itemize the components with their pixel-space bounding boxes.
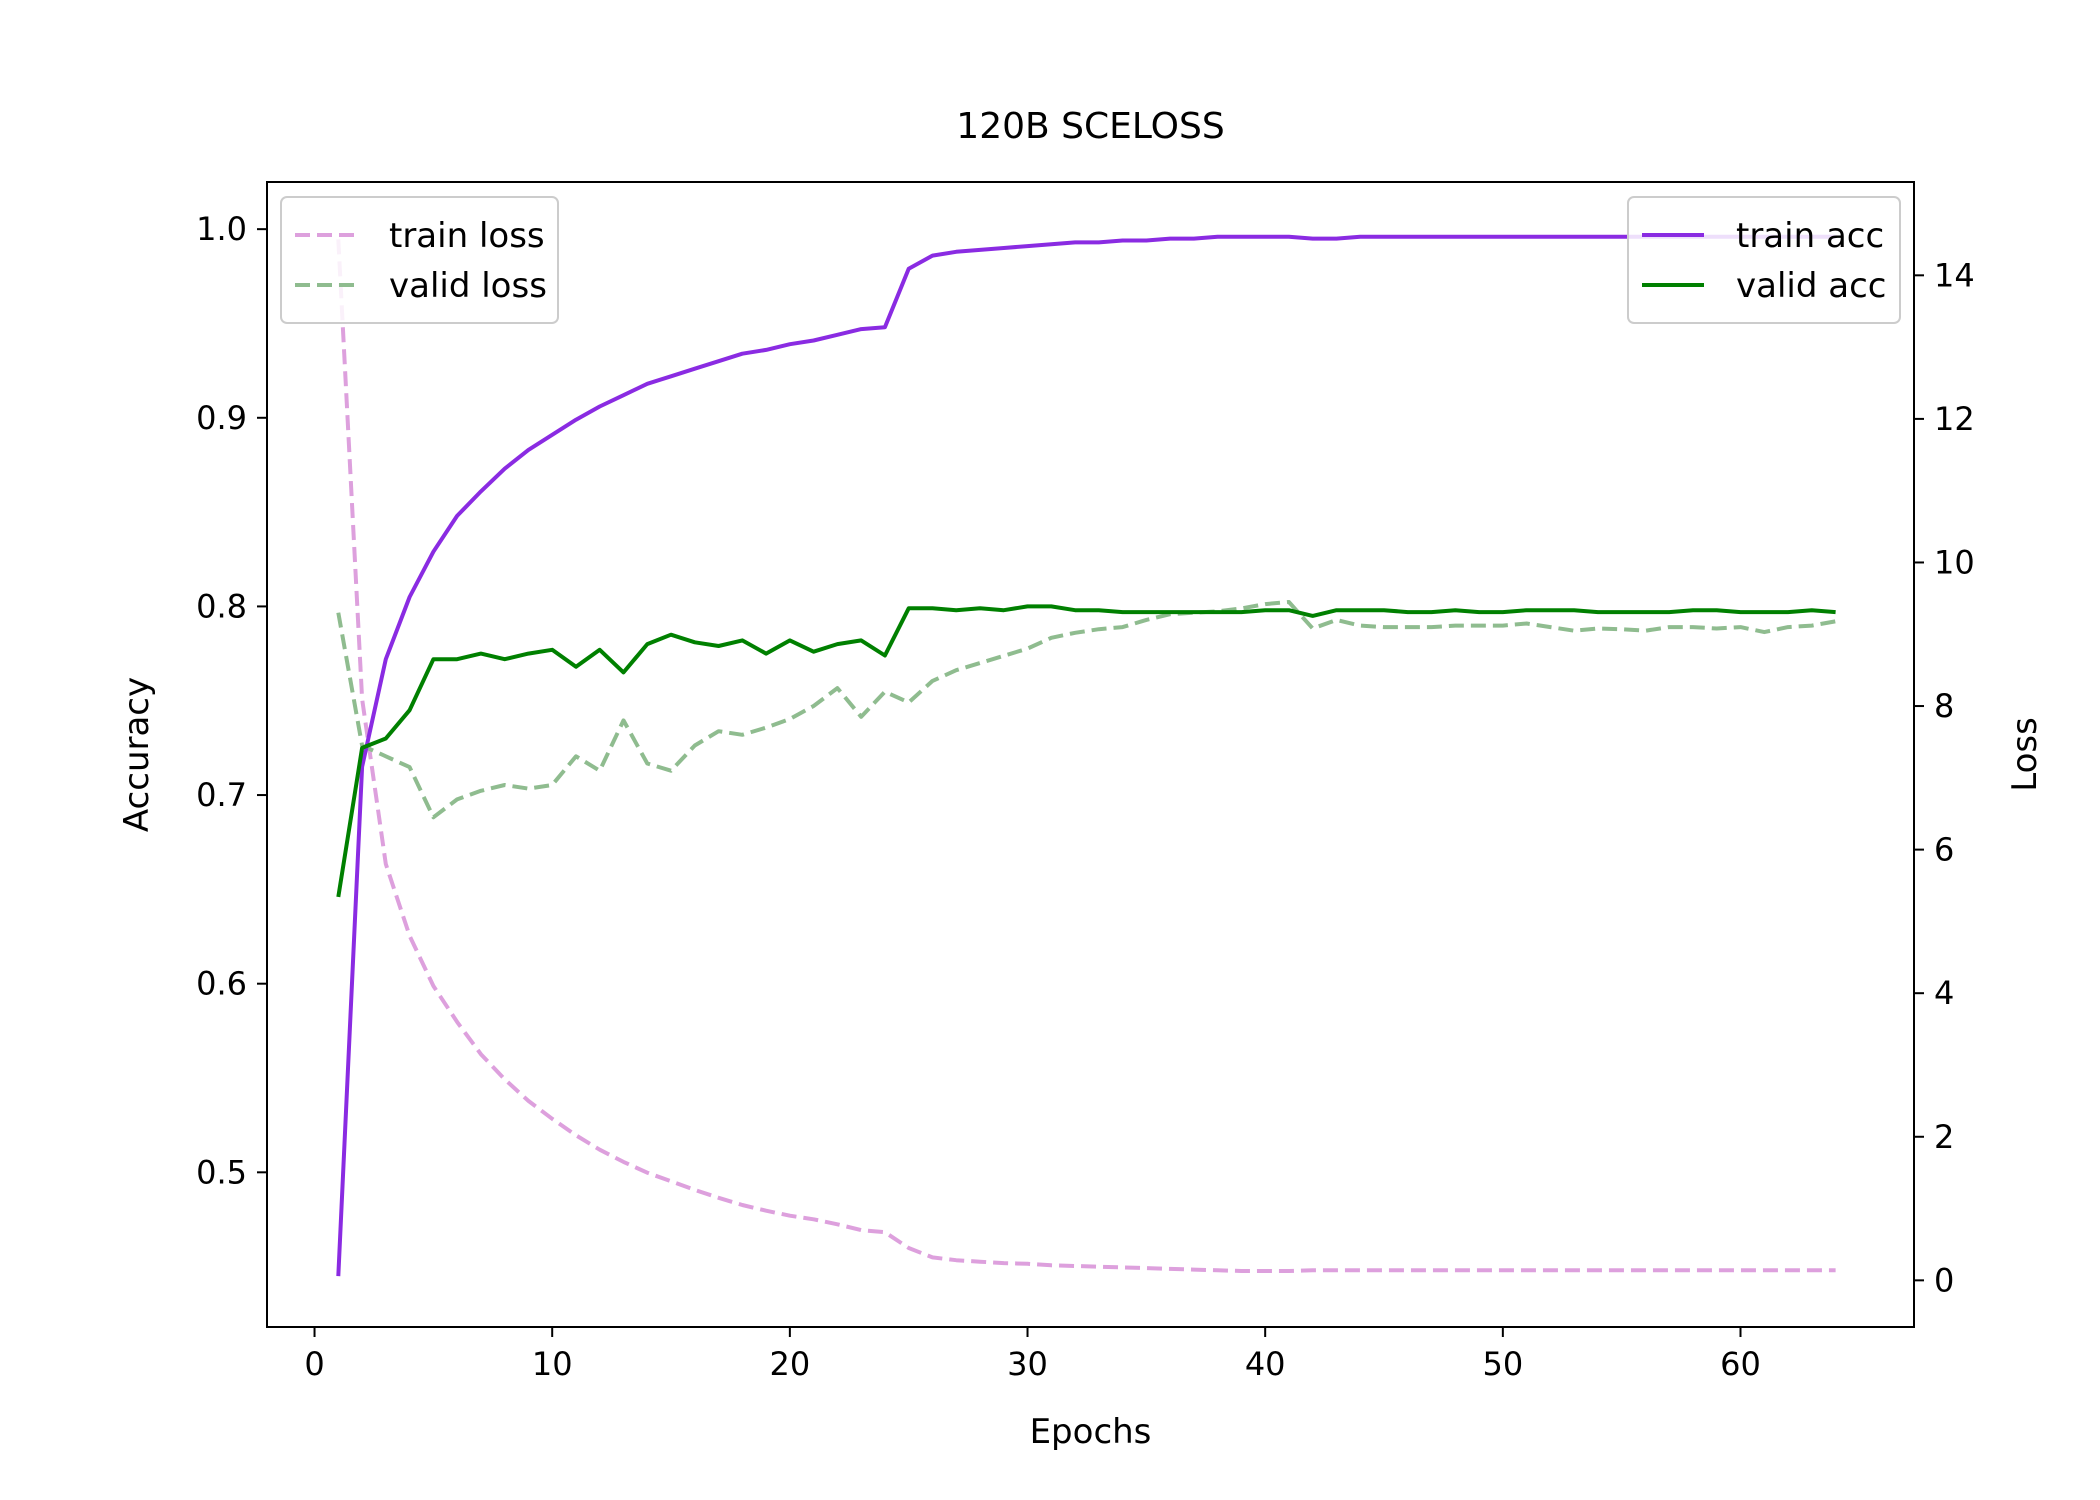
legend-label: train loss (389, 216, 545, 256)
y-tick-label-right: 0 (1934, 1261, 1954, 1299)
chart-title: 120B SCELOSS (956, 106, 1224, 147)
plot-frame (266, 181, 1915, 1328)
x-tick-label: 50 (1482, 1345, 1523, 1383)
legends: train loss valid loss train acc valid acc (280, 196, 1901, 324)
legend-box (280, 196, 559, 324)
y-tick-label-left: 0.6 (196, 965, 247, 1003)
y-tick-label-right: 6 (1934, 831, 1954, 869)
y-tick-label-left: 0.9 (196, 399, 247, 437)
y-tick-label-right: 4 (1934, 974, 1954, 1012)
series-line-valid-loss (336, 600, 1836, 820)
axis-ticks: 0 10 20 30 40 50 60 0.5 0.6 0.7 0.8 0.9 1.0 0 2 4 6 8 10 12… (196, 210, 1975, 1383)
y-tick-label-right: 8 (1934, 687, 1954, 725)
series-line-train-loss (336, 239, 1836, 1273)
y-tick-label-left: 0.8 (196, 587, 247, 625)
y-tick-label-left: 1.0 (196, 210, 247, 248)
plot-area (336, 234, 1836, 1277)
y-tick-label-right: 2 (1934, 1118, 1954, 1156)
x-tick-label: 30 (1007, 1345, 1048, 1383)
y-axis-label-right: Loss (2005, 717, 2045, 792)
x-tick-label: 0 (304, 1345, 324, 1383)
x-tick-label: 40 (1245, 1345, 1286, 1383)
x-tick-label: 60 (1720, 1345, 1761, 1383)
legend-label: valid loss (389, 266, 547, 306)
series-line-train-acc (336, 234, 1836, 1277)
y-axis-label-left: Accuracy (117, 677, 157, 832)
legend-label: valid acc (1736, 266, 1886, 306)
legend-label: train acc (1736, 216, 1884, 256)
y-tick-label-right: 10 (1934, 543, 1975, 581)
y-tick-label-right: 14 (1934, 256, 1975, 294)
legend-box (1627, 196, 1901, 324)
series-line-valid-acc (336, 604, 1836, 898)
x-tick-label: 10 (532, 1345, 573, 1383)
x-axis-label: Epochs (1030, 1412, 1152, 1452)
y-tick-label-left: 0.5 (196, 1153, 247, 1191)
y-tick-label-left: 0.7 (196, 776, 247, 814)
x-tick-label: 20 (769, 1345, 810, 1383)
y-tick-label-right: 12 (1934, 400, 1975, 438)
